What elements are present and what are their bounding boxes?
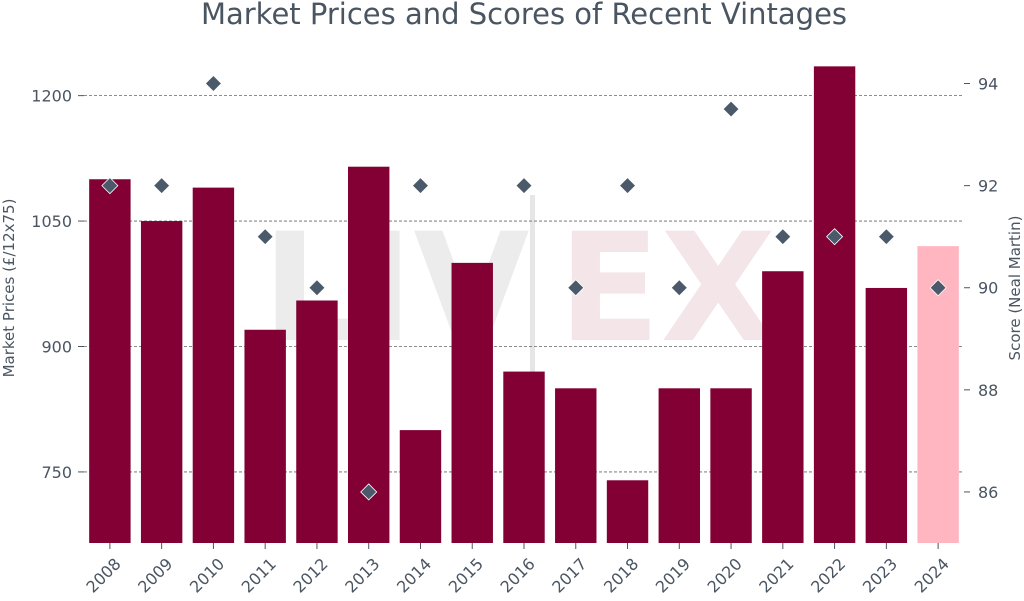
score-point-2013	[360, 483, 378, 501]
score-point-2022	[826, 228, 844, 246]
x-tick-label: 2011	[238, 554, 280, 596]
y-axis-label: Market Prices (£/12x75)	[0, 199, 18, 378]
bar-2013	[348, 166, 390, 543]
score-point-2012	[308, 279, 326, 297]
watermark-divider	[530, 195, 535, 375]
x-axis-ticks: 2008 2009 2010 2011 2012 2013 2014 2015 2016 2017…	[82, 543, 953, 597]
y2-tick-label: 90	[978, 279, 998, 298]
liv-ex-watermark: LIV EX	[262, 195, 776, 376]
x-tick-label: 2024	[911, 554, 953, 596]
x-tick-label: 2020	[704, 554, 746, 596]
score-point-2021	[774, 228, 792, 246]
score-point-2019	[670, 279, 688, 297]
bar-2018	[606, 480, 649, 543]
y2-tick-label: 92	[978, 177, 998, 196]
score-points	[101, 74, 947, 501]
y-tick-label: 1050	[31, 212, 72, 231]
y2-axis-label: Score (Neal Martin)	[1006, 216, 1024, 361]
bar-2009	[140, 221, 183, 543]
x-tick-label: 2021	[755, 554, 797, 596]
x-tick-label: 2009	[134, 554, 176, 596]
y-tick-label: 900	[41, 337, 72, 356]
y-tick-label: 1200	[31, 87, 72, 106]
bar-2016	[503, 371, 545, 543]
x-tick-label: 2016	[497, 554, 539, 596]
x-tick-label: 2017	[548, 554, 590, 596]
x-tick-label: 2013	[341, 554, 383, 596]
score-point-2018	[618, 177, 637, 195]
x-tick-label: 2008	[82, 554, 124, 596]
score-point-2023	[877, 228, 895, 246]
bar-2008	[89, 179, 131, 543]
chart-title: Market Prices and Scores of Recent Vinta…	[201, 0, 847, 31]
bar-2015	[451, 262, 493, 543]
bar-2020	[710, 388, 752, 543]
y2-tick-label: 94	[978, 75, 998, 94]
score-point-2017	[567, 279, 585, 297]
x-tick-label: 2018	[600, 554, 642, 596]
bar-2023	[865, 287, 908, 543]
y-tick-label: 750	[41, 463, 72, 482]
score-point-2010	[204, 74, 222, 93]
bar-2021	[762, 271, 804, 543]
bar-2014	[399, 430, 442, 543]
x-tick-label: 2012	[289, 554, 331, 596]
x-tick-label: 2014	[393, 554, 435, 596]
bars	[89, 66, 959, 544]
bar-2022	[813, 66, 856, 544]
bar-2010	[192, 187, 235, 544]
score-point-2009	[153, 177, 171, 195]
x-tick-label: 2023	[859, 554, 901, 596]
score-point-2016	[515, 177, 533, 195]
y2-tick-label: 86	[978, 483, 998, 502]
bar-2011	[244, 329, 286, 543]
x-tick-label: 2010	[186, 554, 228, 596]
x-tick-label: 2015	[445, 554, 487, 596]
score-point-2008	[101, 177, 119, 195]
right-axis-ticks: 86 88 90 92 94	[964, 75, 998, 502]
x-tick-label: 2019	[652, 554, 694, 596]
bar-2012	[296, 300, 338, 543]
score-point-2020	[722, 100, 740, 118]
watermark-text-ex: EX	[558, 202, 776, 376]
x-tick-label: 2022	[807, 554, 849, 596]
bar-2019	[658, 388, 700, 543]
y2-tick-label: 88	[978, 381, 998, 400]
left-axis-ticks: 750 900 1050 1200	[31, 87, 84, 482]
score-point-2024	[929, 279, 947, 297]
bar-2017	[555, 388, 597, 543]
score-point-2011	[256, 228, 274, 246]
score-point-2014	[411, 177, 430, 195]
